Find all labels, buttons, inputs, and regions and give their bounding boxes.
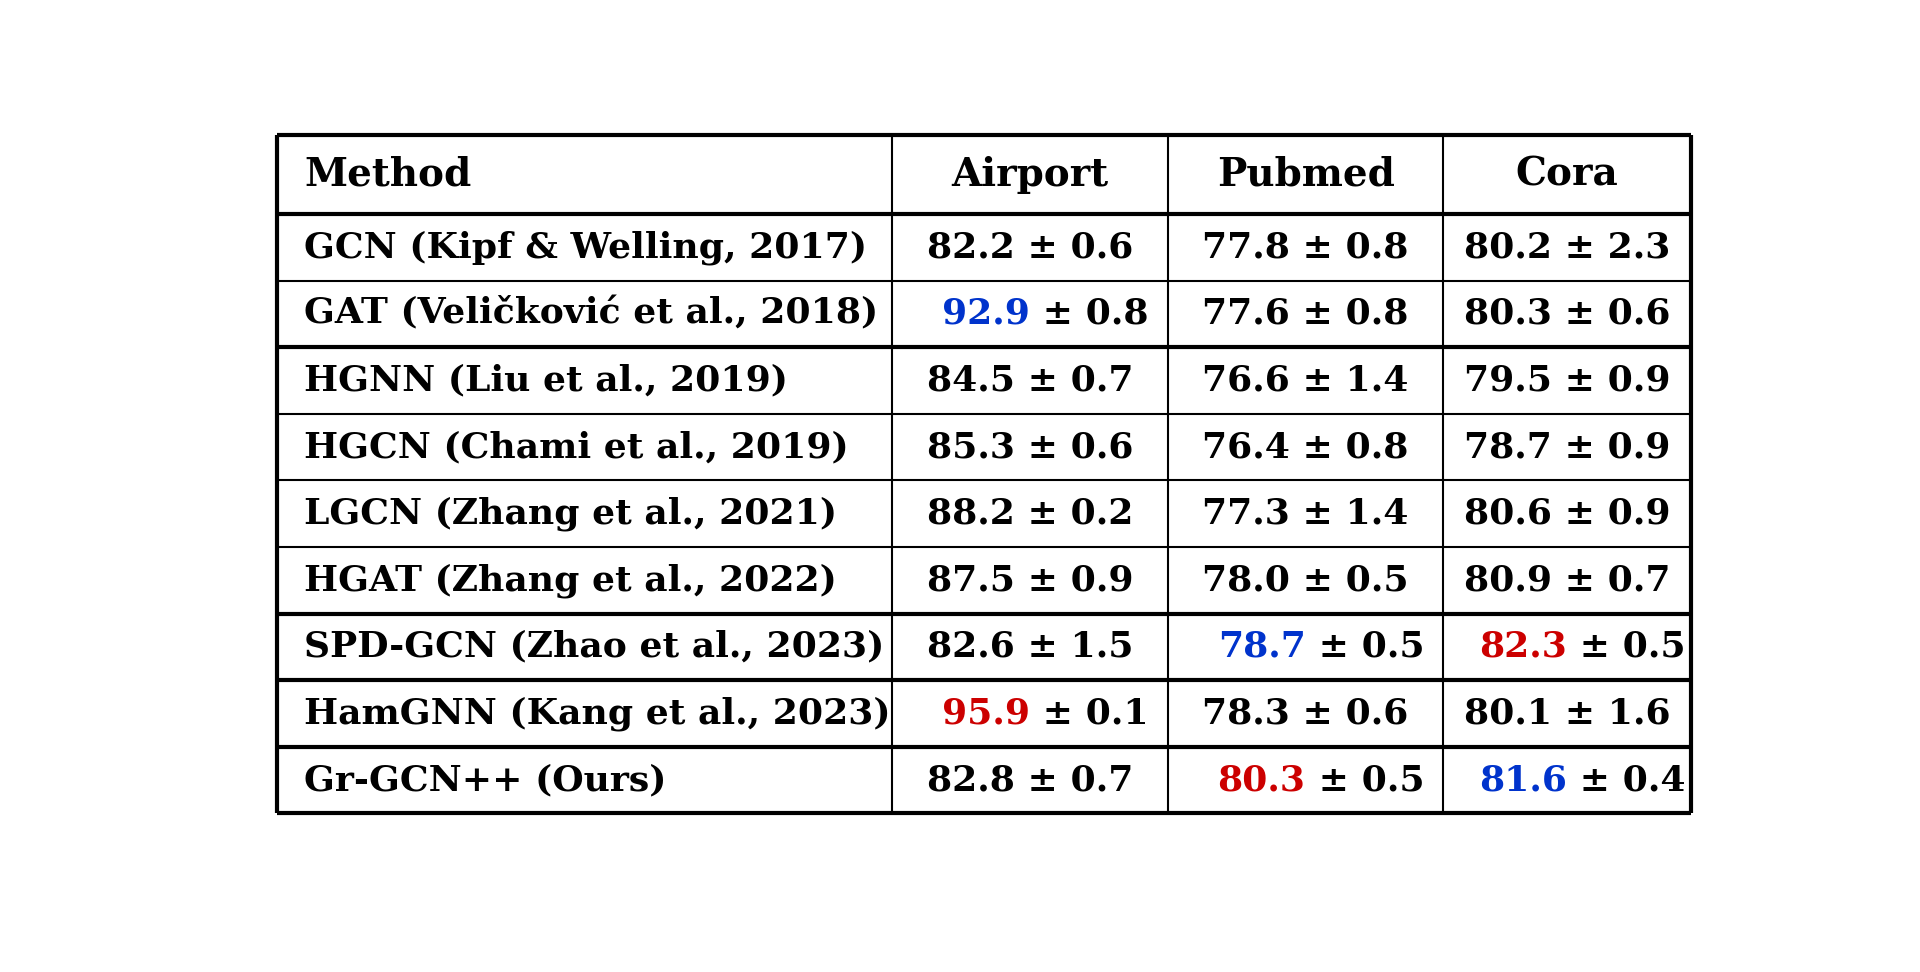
Text: 82.8 ± 0.7: 82.8 ± 0.7 bbox=[927, 763, 1133, 797]
Text: 80.1 ± 1.6: 80.1 ± 1.6 bbox=[1463, 697, 1670, 731]
Text: 78.7 ± 0.9: 78.7 ± 0.9 bbox=[1463, 430, 1670, 464]
Text: Airport: Airport bbox=[952, 156, 1108, 193]
Text: GAT (Veličković et al., 2018): GAT (Veličković et al., 2018) bbox=[303, 296, 877, 330]
Text: ± 0.5: ± 0.5 bbox=[1306, 763, 1425, 797]
Text: 82.6 ± 1.5: 82.6 ± 1.5 bbox=[927, 630, 1133, 664]
Text: 80.3: 80.3 bbox=[1217, 763, 1306, 797]
Text: HGNN (Liu et al., 2019): HGNN (Liu et al., 2019) bbox=[303, 364, 787, 398]
Text: 88.2 ± 0.2: 88.2 ± 0.2 bbox=[927, 497, 1133, 531]
Text: 92.9: 92.9 bbox=[943, 296, 1029, 330]
Text: 78.7: 78.7 bbox=[1217, 630, 1306, 664]
Text: 81.6: 81.6 bbox=[1478, 763, 1567, 797]
Text: Gr-GCN++ (Ours): Gr-GCN++ (Ours) bbox=[303, 763, 666, 797]
Text: ± 0.8: ± 0.8 bbox=[1029, 296, 1148, 330]
Text: Method: Method bbox=[303, 156, 470, 193]
Text: HamGNN (Kang et al., 2023): HamGNN (Kang et al., 2023) bbox=[303, 696, 891, 731]
Text: 80.6 ± 0.9: 80.6 ± 0.9 bbox=[1463, 497, 1670, 531]
Text: Cora: Cora bbox=[1515, 156, 1619, 193]
Text: GCN (Kipf & Welling, 2017): GCN (Kipf & Welling, 2017) bbox=[303, 230, 868, 264]
Text: ± 0.5: ± 0.5 bbox=[1306, 630, 1425, 664]
Text: 78.0 ± 0.5: 78.0 ± 0.5 bbox=[1202, 564, 1409, 598]
Text: 82.3: 82.3 bbox=[1478, 630, 1567, 664]
Text: 80.2 ± 2.3: 80.2 ± 2.3 bbox=[1463, 230, 1670, 264]
Text: Pubmed: Pubmed bbox=[1217, 156, 1394, 193]
Text: HGAT (Zhang et al., 2022): HGAT (Zhang et al., 2022) bbox=[303, 563, 837, 598]
Text: 80.9 ± 0.7: 80.9 ± 0.7 bbox=[1463, 564, 1670, 598]
Text: ± 0.1: ± 0.1 bbox=[1029, 697, 1148, 731]
Text: ± 0.5: ± 0.5 bbox=[1567, 630, 1686, 664]
Text: 77.6 ± 0.8: 77.6 ± 0.8 bbox=[1202, 296, 1409, 330]
Text: 84.5 ± 0.7: 84.5 ± 0.7 bbox=[927, 364, 1133, 398]
Text: 78.3 ± 0.6: 78.3 ± 0.6 bbox=[1202, 697, 1409, 731]
Text: SPD-GCN (Zhao et al., 2023): SPD-GCN (Zhao et al., 2023) bbox=[303, 630, 885, 664]
Text: 95.9: 95.9 bbox=[943, 697, 1029, 731]
Text: 87.5 ± 0.9: 87.5 ± 0.9 bbox=[927, 564, 1133, 598]
Text: 80.3 ± 0.6: 80.3 ± 0.6 bbox=[1463, 296, 1670, 330]
Text: 85.3 ± 0.6: 85.3 ± 0.6 bbox=[927, 430, 1133, 464]
Text: HGCN (Chami et al., 2019): HGCN (Chami et al., 2019) bbox=[303, 430, 849, 464]
Text: ± 0.4: ± 0.4 bbox=[1567, 763, 1686, 797]
Text: 79.5 ± 0.9: 79.5 ± 0.9 bbox=[1463, 364, 1670, 398]
Text: 76.6 ± 1.4: 76.6 ± 1.4 bbox=[1202, 364, 1409, 398]
Text: 76.4 ± 0.8: 76.4 ± 0.8 bbox=[1202, 430, 1409, 464]
Text: LGCN (Zhang et al., 2021): LGCN (Zhang et al., 2021) bbox=[303, 497, 837, 531]
Text: 82.2 ± 0.6: 82.2 ± 0.6 bbox=[927, 230, 1133, 264]
Text: 77.3 ± 1.4: 77.3 ± 1.4 bbox=[1202, 497, 1409, 531]
Text: 77.8 ± 0.8: 77.8 ± 0.8 bbox=[1202, 230, 1409, 264]
